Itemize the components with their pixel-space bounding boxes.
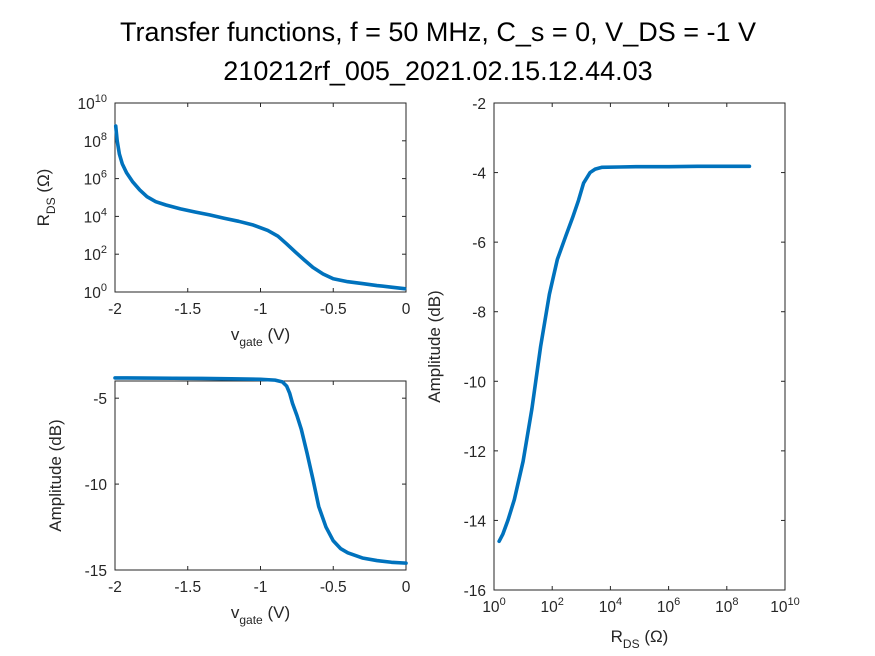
rds-vs-vgate-ylabel: RDS (Ω) xyxy=(34,169,58,227)
y-tick-label: -16 xyxy=(464,583,486,600)
y-tick-label: -10 xyxy=(85,477,108,494)
x-tick-label: -1 xyxy=(254,579,268,596)
y-tick-label: -6 xyxy=(472,235,486,252)
amplitude-vs-rds-ylabel: Amplitude (dB) xyxy=(425,290,444,402)
plot-area: -2 -1.5 -1 -0.5 0 100 102 104 106 108 1010 vgate (V… xyxy=(34,93,800,651)
x-tick-label: 106 xyxy=(657,596,680,616)
x-tick-label: 100 xyxy=(482,596,505,616)
y-tick-label: 104 xyxy=(84,206,107,226)
y-tick-label: -2 xyxy=(472,96,486,113)
y-tick-label: 106 xyxy=(84,169,107,189)
y-tick-label: 100 xyxy=(84,282,107,302)
amplitude-vs-vgate-ylabel: Amplitude (dB) xyxy=(46,419,65,531)
x-tick-label: -0.5 xyxy=(320,579,347,596)
y-tick-label: -10 xyxy=(464,374,487,391)
amplitude-vs-rds-xlabel: RDS (Ω) xyxy=(611,627,669,651)
x-tick-label: 0 xyxy=(402,579,411,596)
y-tick-label: -14 xyxy=(464,513,487,530)
y-tick-label: 108 xyxy=(84,131,107,151)
x-tick-label: -1.5 xyxy=(174,579,201,596)
y-tick-label: 102 xyxy=(84,244,107,264)
y-tick-label: -4 xyxy=(472,166,486,183)
amplitude-vs-vgate-axes: -2 -1.5 -1 -0.5 0 -15 -10 -5 vgate (V) Amplitude … xyxy=(46,376,411,627)
y-tick-label: 1010 xyxy=(78,93,108,113)
rds-vs-vgate-frame xyxy=(114,102,407,293)
x-tick-label: 102 xyxy=(541,596,564,616)
amplitude-vs-rds-axes: 100 102 104 106 108 1010 -16 -14 -12 -10 -8 -6 -4 -2 R… xyxy=(425,96,800,651)
x-tick-label: 0 xyxy=(402,301,411,318)
x-tick-label: 108 xyxy=(715,596,738,616)
x-tick-label: 104 xyxy=(599,596,622,616)
amplitude-vs-vgate-frame xyxy=(114,380,407,571)
rds-vs-vgate-xlabel: vgate (V) xyxy=(231,325,290,349)
x-tick-label: -0.5 xyxy=(320,301,347,318)
figure-title-line2: 210212rf_005_2021.02.15.12.44.03 xyxy=(223,56,652,86)
amplitude-vs-vgate-xlabel: vgate (V) xyxy=(231,603,290,627)
x-tick-label: -1 xyxy=(254,301,268,318)
amplitude-vs-vgate-series-line xyxy=(113,376,408,565)
y-tick-label: -5 xyxy=(93,391,107,408)
x-tick-label: -2 xyxy=(108,579,122,596)
x-tick-label: -2 xyxy=(108,301,122,318)
y-tick-label: -8 xyxy=(472,305,486,322)
rds-vs-vgate-axes: -2 -1.5 -1 -0.5 0 100 102 104 106 108 1010 vgate (V… xyxy=(34,93,411,349)
y-tick-label: -12 xyxy=(464,444,486,461)
y-tick-label: -15 xyxy=(85,563,107,580)
figure-title-line1: Transfer functions, f = 50 MHz, C_s = 0,… xyxy=(120,17,756,47)
x-tick-label: 1010 xyxy=(770,596,800,616)
amplitude-vs-rds-frame xyxy=(493,102,786,591)
x-tick-label: -1.5 xyxy=(174,301,201,318)
amplitude-vs-rds-series-line xyxy=(497,164,752,544)
rds-vs-vgate-series-line xyxy=(113,124,407,291)
